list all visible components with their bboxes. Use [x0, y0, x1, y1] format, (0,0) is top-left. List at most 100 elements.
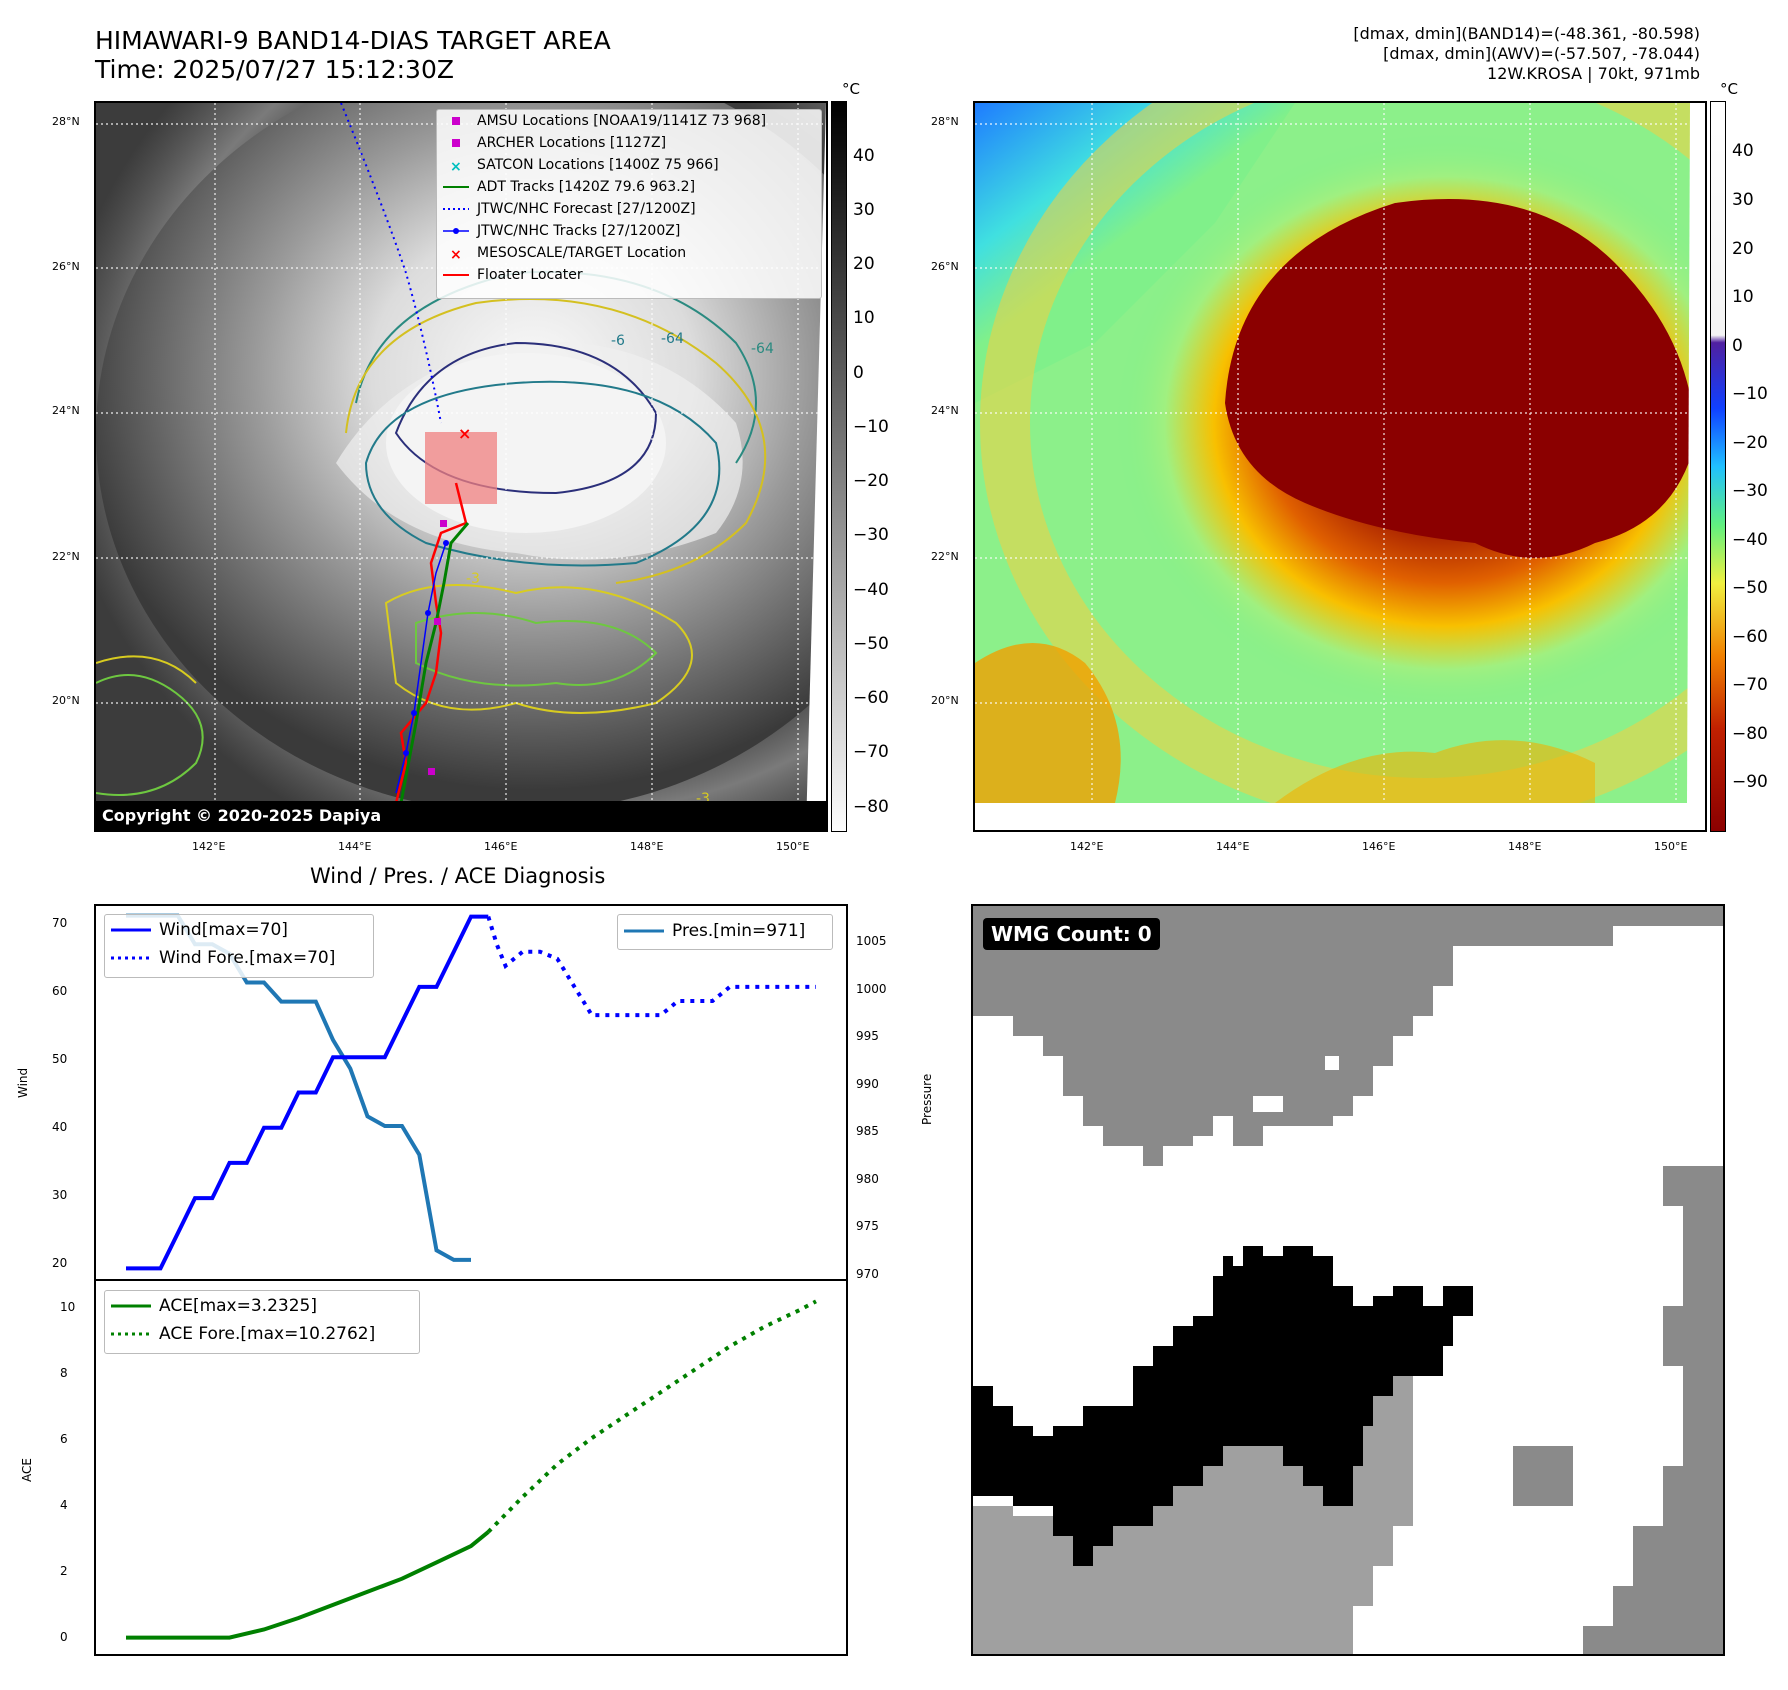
legend-item-wind: Wind[max=70] — [111, 920, 288, 940]
floater-locater-track — [394, 482, 468, 804]
contour-label: -64 — [661, 331, 684, 347]
svg-text:×: × — [450, 247, 462, 260]
forecast-track — [340, 103, 442, 424]
wmg-gap — [1325, 1056, 1339, 1070]
diagnosis-title: Wind / Pres. / ACE Diagnosis — [310, 864, 606, 888]
colorbar-left-unit: °C — [842, 80, 860, 98]
pressure-tick: 970 — [856, 1267, 879, 1281]
colorbar-left-tick: 20 — [853, 254, 875, 274]
wmg-gray-right — [1583, 1166, 1723, 1654]
awv-map-canvas — [975, 103, 1705, 830]
ace-tick: 0 — [60, 1630, 68, 1644]
awv-gridlines — [975, 103, 1705, 830]
wind-tick: 20 — [52, 1256, 68, 1270]
ace-panel — [94, 1279, 848, 1656]
colorbar-right-tick: 40 — [1732, 141, 1754, 161]
lon-tick: 150°E — [1654, 840, 1688, 853]
colorbar-right-tick: −60 — [1732, 627, 1768, 647]
colorbar-right-tick: −20 — [1732, 433, 1768, 453]
wind-legend: Wind[max=70] Wind Fore.[max=70] — [104, 914, 374, 978]
wmg-count-badge: WMG Count: 0 — [983, 918, 1160, 950]
lon-tick: 144°E — [1216, 840, 1250, 853]
no-data-region — [975, 803, 1705, 830]
copyright-label: Copyright © 2020-2025 Dapiya — [96, 803, 388, 828]
lon-tick: 142°E — [1070, 840, 1104, 853]
contour-label: -6 — [611, 333, 625, 349]
no-data-region — [1687, 103, 1705, 830]
wmg-panel: WMG Count: 0 — [971, 904, 1725, 1656]
lon-tick: 148°E — [630, 840, 664, 853]
wind-series-line — [126, 1055, 368, 1271]
info-awv: [dmax, dmin](AWV)=(-57.507, -78.044) — [1383, 44, 1700, 63]
legend-item-adt: ADT Tracks [1420Z 79.6 963.2] — [443, 179, 696, 195]
colorbar-right — [1710, 101, 1726, 832]
colorbar-left-tick: −80 — [853, 797, 889, 817]
legend-item-amsu: AMSU Locations [NOAA19/1141Z 73 968] — [443, 110, 766, 132]
timestamp: Time: 2025/07/27 15:12:30Z — [95, 55, 454, 84]
colorbar-left-tick: −10 — [853, 417, 889, 437]
legend-item-satcon: × SATCON Locations [1400Z 75 966] — [450, 157, 719, 173]
wind-tick: 70 — [52, 916, 68, 930]
pressure-tick: 1000 — [856, 982, 887, 996]
target-location-marker: × — [458, 424, 471, 443]
legend-item-forecast: JTWC/NHC Forecast [27/1200Z] — [443, 201, 696, 217]
colorbar-left-tick: −50 — [853, 634, 889, 654]
info-band14: [dmax, dmin](BAND14)=(-48.361, -80.598) — [1353, 24, 1700, 43]
lat-tick: 26°N — [931, 260, 959, 273]
lat-tick: 26°N — [52, 260, 80, 273]
wmg-lightgray-region — [973, 1376, 1413, 1654]
wind-tick: 50 — [52, 1052, 68, 1066]
ace-tick: 4 — [60, 1498, 68, 1512]
ace-series-line — [126, 1530, 490, 1640]
lon-tick: 146°E — [1362, 840, 1396, 853]
svg-text:×: × — [450, 159, 462, 172]
colorbar-left-tick: −30 — [853, 525, 889, 545]
colorbar-right-tick: −70 — [1732, 675, 1768, 695]
ace-tick: 6 — [60, 1432, 68, 1446]
ace-ylabel: ACE — [20, 1458, 34, 1482]
ace-plot — [126, 1299, 817, 1640]
contour-label: -3 — [466, 571, 480, 587]
pressure-tick: 995 — [856, 1029, 879, 1043]
lat-tick: 28°N — [931, 115, 959, 128]
awv-map[interactable] — [973, 101, 1707, 832]
colorbar-left-tick: −20 — [853, 471, 889, 491]
pressure-tick: 990 — [856, 1077, 879, 1091]
contour-label: -64 — [751, 341, 774, 357]
legend-item-jtwc: JTWC/NHC Tracks [27/1200Z] — [443, 220, 680, 242]
legend-item-target: × MESOSCALE/TARGET Location — [450, 245, 687, 261]
ace-tick: 8 — [60, 1366, 68, 1380]
colorbar-right-tick: 30 — [1732, 190, 1754, 210]
colorbar-left-tick: 10 — [853, 308, 875, 328]
lon-tick: 150°E — [776, 840, 810, 853]
wind-ylabel: Wind — [16, 1067, 30, 1098]
wmg-black-region — [973, 1246, 1473, 1566]
ace-tick: 2 — [60, 1564, 68, 1578]
pressure-tick: 975 — [856, 1219, 879, 1233]
legend-item-floater: Floater Locater — [443, 267, 583, 283]
wmg-gap — [1253, 1096, 1283, 1112]
pressure-tick: 1005 — [856, 934, 887, 948]
colorbar-right-tick: −50 — [1732, 578, 1768, 598]
colorbar-left-tick: 30 — [853, 200, 875, 220]
colorbar-right-tick: −30 — [1732, 481, 1768, 501]
ace-forecast-series-line — [486, 1299, 817, 1534]
wmg-grid — [973, 906, 1723, 1654]
wind-tick: 30 — [52, 1188, 68, 1202]
colorbar-right-tick: −40 — [1732, 530, 1768, 550]
colorbar-right-tick: 0 — [1732, 336, 1743, 356]
ace-legend: ACE[max=3.2325] ACE Fore.[max=10.2762] — [104, 1290, 420, 1354]
legend-item-archer: ARCHER Locations [1127Z] — [443, 132, 666, 154]
lon-tick: 146°E — [484, 840, 518, 853]
colorbar-right-tick: 10 — [1732, 287, 1754, 307]
amsu-archer-markers — [428, 520, 447, 775]
lat-tick: 22°N — [931, 550, 959, 563]
wind-forecast-series-line — [486, 916, 816, 1018]
floater-box — [425, 432, 497, 504]
band14-map[interactable]: × -64 -64 -6 -3 -3 AMSU Locations [NOAA1… — [94, 101, 828, 832]
colorbar-left-tick: −70 — [853, 742, 889, 762]
lon-tick: 142°E — [192, 840, 226, 853]
colorbar-right-tick: −10 — [1732, 384, 1768, 404]
pressure-tick: 980 — [856, 1172, 879, 1186]
wind-tick: 40 — [52, 1120, 68, 1134]
